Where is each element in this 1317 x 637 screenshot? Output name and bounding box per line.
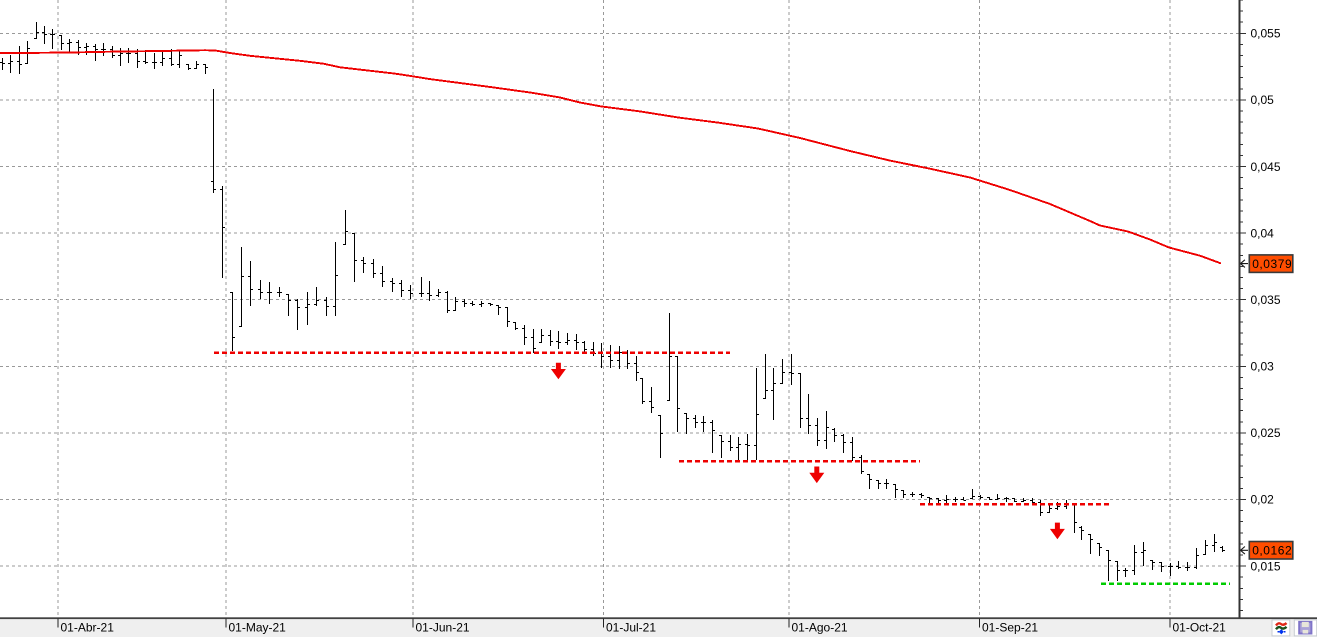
svg-text:0,02: 0,02 (1251, 493, 1275, 507)
svg-text:0,05: 0,05 (1251, 93, 1275, 107)
svg-text:01-Ago-21: 01-Ago-21 (792, 621, 848, 635)
svg-text:01-Oct-21: 01-Oct-21 (1173, 621, 1227, 635)
svg-text:01-Abr-21: 01-Abr-21 (61, 621, 115, 635)
svg-text:0,035: 0,035 (1251, 293, 1281, 307)
svg-text:0,0379: 0,0379 (1252, 257, 1292, 271)
svg-text:01-Sep-21: 01-Sep-21 (982, 621, 1038, 635)
svg-text:0,055: 0,055 (1251, 27, 1281, 41)
svg-text:0,045: 0,045 (1251, 160, 1281, 174)
svg-text:01-Jul-21: 01-Jul-21 (606, 621, 656, 635)
svg-text:0,03: 0,03 (1251, 360, 1275, 374)
svg-text:0,0162: 0,0162 (1252, 544, 1292, 558)
svg-text:0,025: 0,025 (1251, 426, 1281, 440)
svg-text:01-Jun-21: 01-Jun-21 (416, 621, 470, 635)
svg-text:0,015: 0,015 (1251, 559, 1281, 573)
svg-text:0,04: 0,04 (1251, 226, 1275, 240)
svg-text:01-May-21: 01-May-21 (229, 621, 287, 635)
